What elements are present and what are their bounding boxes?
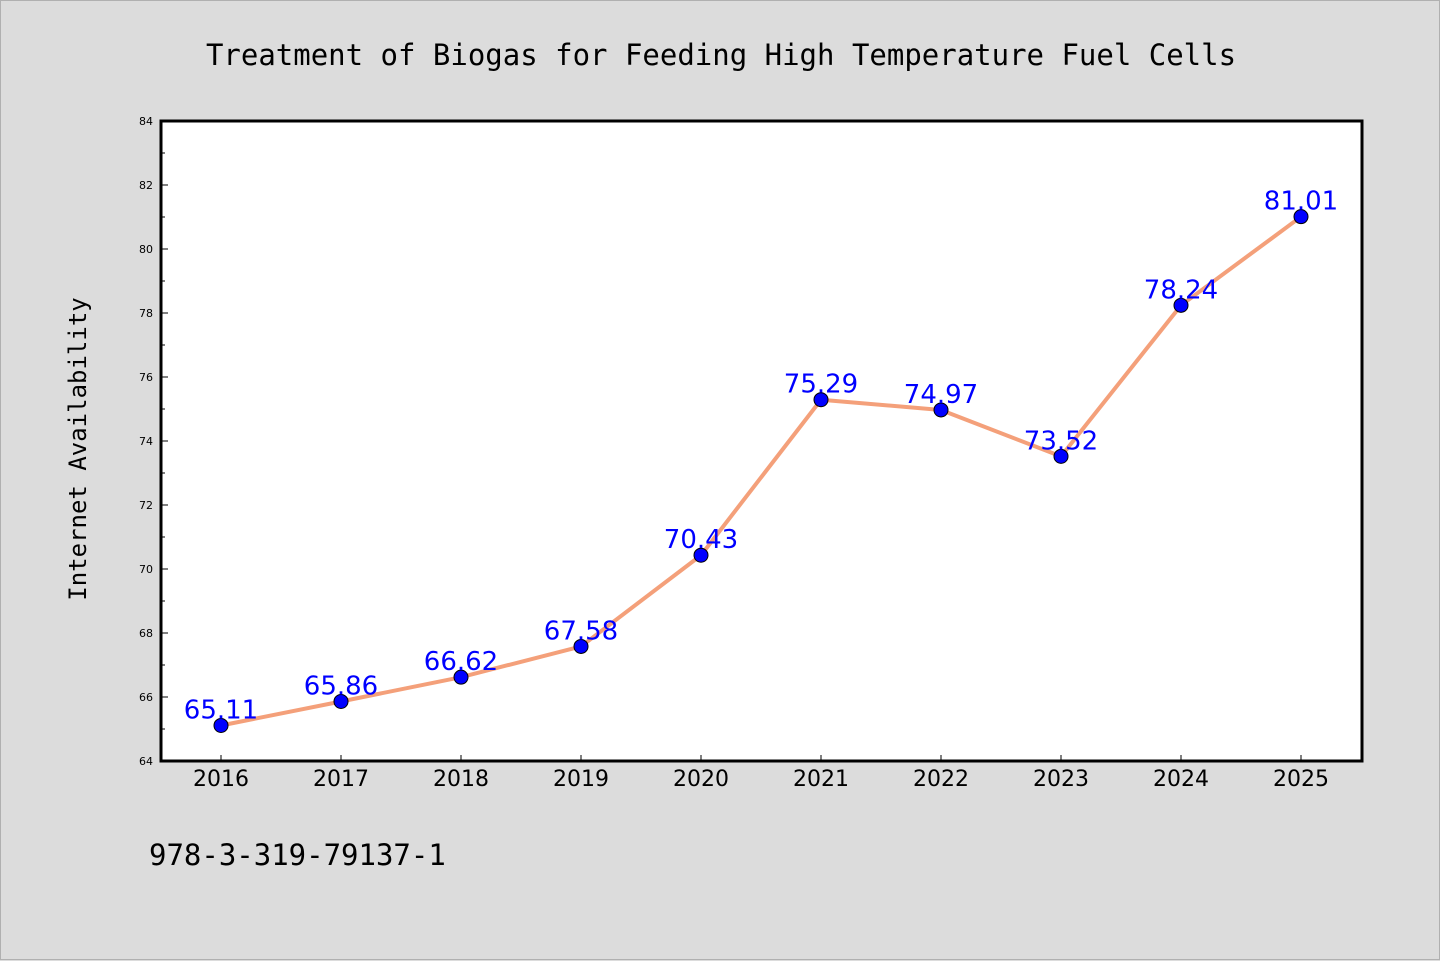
plot-area: [159, 119, 1364, 763]
x-tick-label: 2020: [673, 767, 729, 792]
data-label: 65.86: [304, 671, 378, 701]
y-tick-label: 84: [139, 115, 153, 128]
data-label: 67.58: [544, 616, 618, 646]
data-label: 65.11: [184, 695, 258, 725]
y-tick-label: 68: [139, 627, 153, 640]
x-tick-label: 2022: [913, 767, 969, 792]
data-point: [933, 402, 949, 418]
x-tick-label: 2016: [193, 767, 249, 792]
y-tick-label: 76: [139, 371, 153, 384]
data-point: [693, 547, 709, 563]
x-tick-label: 2018: [433, 767, 489, 792]
data-label: 73.52: [1024, 426, 1098, 456]
data-point: [1293, 209, 1309, 225]
y-tick-label: 70: [139, 563, 153, 576]
data-label: 66.62: [424, 647, 498, 677]
x-axis-ticks: 2016 2017 2018 2019 2020 2021 2022 2023 2024 2025: [193, 755, 1329, 792]
series-group: [213, 209, 1309, 733]
x-tick-label: 2025: [1273, 767, 1329, 792]
footnote-isbn: 978-3-319-79137-1: [149, 838, 446, 872]
data-label: 74.97: [904, 380, 978, 410]
chart-title: Treatment of Biogas for Feeding High Tem…: [206, 38, 1236, 72]
y-tick-label: 66: [139, 691, 153, 704]
data-point: [333, 693, 349, 709]
y-tick-label: 74: [139, 435, 153, 448]
y-tick-label: 78: [139, 307, 153, 320]
data-point: [213, 717, 229, 733]
x-tick-label: 2024: [1153, 767, 1209, 792]
x-tick-label: 2021: [793, 767, 849, 792]
data-labels: 65.11 65.86 66.62 67.58 70.43 75.29 74.97 73.52…: [184, 187, 1338, 726]
data-label: 70.43: [664, 525, 738, 555]
x-tick-label: 2017: [313, 767, 369, 792]
y-tick-label: 82: [139, 179, 153, 192]
data-point: [813, 392, 829, 408]
y-axis-ticks: 64 66 68 70 72 74 76 78 80 82 84: [139, 115, 168, 768]
data-label: 78.24: [1144, 275, 1218, 305]
y-tick-label: 72: [139, 499, 153, 512]
data-label: 75.29: [784, 370, 858, 400]
y-tick-label: 64: [139, 755, 153, 768]
x-tick-label: 2019: [553, 767, 609, 792]
data-point: [453, 669, 469, 685]
data-point: [573, 638, 589, 654]
data-point: [1173, 297, 1189, 313]
x-tick-label: 2023: [1033, 767, 1089, 792]
series-line: [219, 214, 1303, 728]
data-label: 81.01: [1264, 187, 1338, 217]
data-point: [1053, 448, 1069, 464]
y-axis-label: Internet Availability: [64, 297, 92, 600]
y-tick-label: 80: [139, 243, 153, 256]
